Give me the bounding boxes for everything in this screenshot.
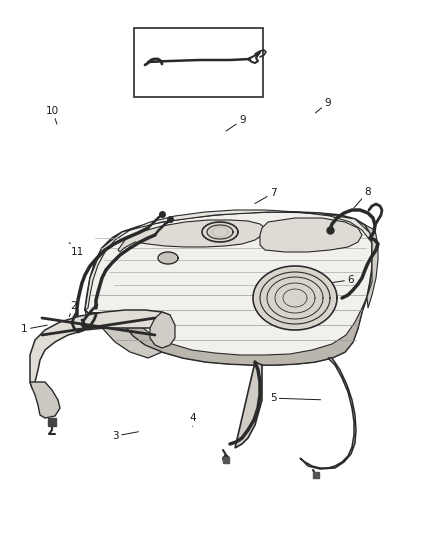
Text: 7: 7: [255, 188, 277, 204]
Text: 9: 9: [315, 98, 331, 113]
Polygon shape: [255, 268, 335, 328]
Text: 11: 11: [69, 243, 84, 256]
Text: 6: 6: [333, 275, 354, 285]
Text: 5: 5: [270, 393, 321, 403]
Text: 4: 4: [189, 414, 196, 426]
Polygon shape: [160, 253, 176, 263]
Text: 9: 9: [226, 115, 246, 131]
Text: 1: 1: [21, 325, 47, 334]
Polygon shape: [365, 225, 378, 308]
Polygon shape: [108, 297, 367, 365]
Polygon shape: [30, 382, 60, 418]
Polygon shape: [118, 220, 265, 252]
Bar: [134, 28, 263, 97]
Text: 8: 8: [354, 187, 371, 208]
Polygon shape: [206, 224, 234, 240]
Polygon shape: [300, 358, 356, 469]
Polygon shape: [30, 310, 170, 388]
Polygon shape: [85, 212, 372, 365]
Polygon shape: [235, 362, 262, 448]
Polygon shape: [85, 210, 372, 310]
Text: 3: 3: [112, 431, 138, 441]
Text: 2: 2: [69, 301, 77, 317]
Text: 10: 10: [46, 106, 59, 124]
Polygon shape: [260, 218, 362, 252]
Polygon shape: [85, 310, 162, 358]
Polygon shape: [150, 312, 175, 348]
